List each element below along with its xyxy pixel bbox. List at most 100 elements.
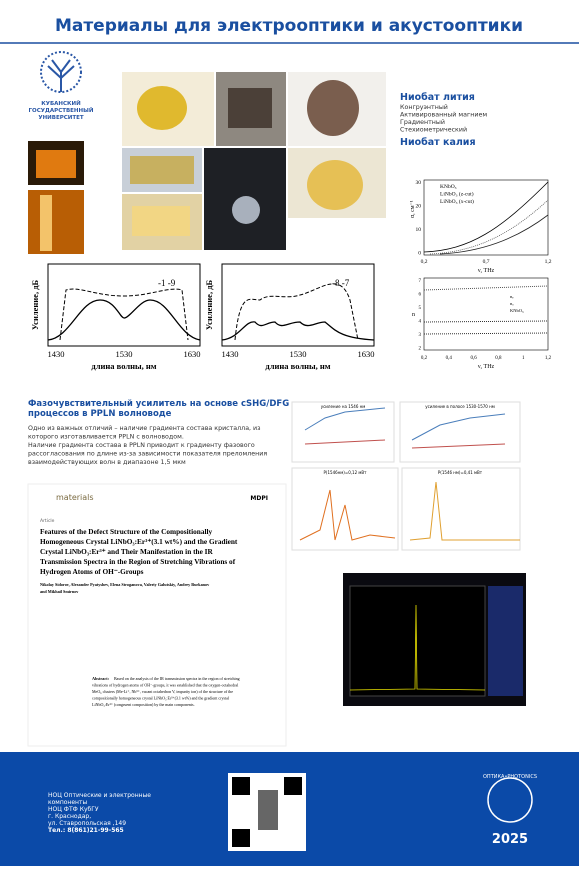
contact-line: ул. Ставропольская ,149 [48,820,126,827]
x-tick-label: 0,7 [483,259,490,265]
year: 2025 [492,832,528,847]
university: ГОСУДАРСТВЕННЫЙ [29,106,94,114]
material-item: Конгруэнтный [400,103,448,111]
article-kind: Article [40,518,55,524]
small-chart-title: усиление в полосе 1530-1570 нм [425,404,494,409]
paper-card [27,483,287,747]
x-tick-label: 0,2 [421,356,428,361]
y-tick-label: 2 [419,347,422,352]
x-tick-label: 1630 [184,349,201,359]
legend-entry: LiNbO₃ (z-cut) [440,191,474,198]
paper-title: Crystal LiNbO₃:Er³⁺ and Their Manifestat… [40,547,213,556]
university-logo: КУБАНСКИЙ ГОСУДАРСТВЕННЫЙ УНИВЕРСИТЕТ [29,51,94,121]
abstract-label: Abstract: [92,676,110,681]
paragraph-line: рассогласования по длине из-за зависимос… [28,451,267,458]
analyzer-screenshot [343,573,526,706]
abstract-line: vibrations of hydrogen atoms of OH⁻-grou… [92,683,239,689]
x-tick-label: 1530 [290,349,307,359]
small-chart-titles: усиление на 1546 нм усиление в полосе 153… [321,404,495,475]
small-charts [291,401,521,551]
paper-title: Homogeneous Crystal LiNbO₃:Er³⁺(3.1 wt%)… [40,537,238,546]
paragraph-line: взаимодействующих волн в диапазоне 1,5 м… [28,458,186,466]
section-title: процессов в PPLN волноводе [28,409,172,419]
spectra-labels: -1 -9 Усиление, дБ длина волны, нм 1430 1530… [30,278,375,371]
annotation: -8 -7 [332,278,350,288]
materials-heading: Ниобат лития [400,92,475,103]
abstract-line: compositionally homogeneous crystal LiNb… [92,696,230,701]
material-item: Стехиометрический [400,126,467,134]
refraction-chart: n ν, THz [412,277,549,370]
section-title: Фазочувствительный усилитель на основе c… [28,399,289,409]
paragraph-line: Одно из важных отличий – наличие градиен… [28,424,261,432]
axis-label: Усиление, дБ [204,279,214,330]
x-tick-label: 1530 [116,349,133,359]
y-tick-label: 10 [416,227,422,233]
abstract-line: Based on the analysis of the IR transmis… [114,676,240,681]
axis-label: длина волны, нм [265,361,330,371]
abstract-line: LiNbO₃:Er³⁺ (congruent composition) by t… [92,702,195,707]
axis-label: длина волны, нм [91,361,156,371]
y-tick-label: 7 [419,279,422,284]
paper-authors: Nikolay Sidorov, Alexander Pyatyshev, El… [40,582,210,587]
material-item: Градиентный [400,118,445,126]
paper-authors: and Mikhail Smirnov [40,589,79,594]
y-tick-label: 0 [418,251,421,257]
footer-contacts: НОЦ Оптические и электронныекомпонентыНО… [48,792,151,834]
section-text: Одно из важных отличий – наличие градиен… [28,424,267,466]
y-tick-label: 6 [419,293,422,298]
axis-label: α, см⁻¹ [410,200,416,218]
photos [28,72,386,254]
publisher: MDPI [250,495,268,502]
x-tick-label: 0,8 [495,356,502,361]
x-tick-label: 1,2 [545,356,552,361]
university: КУБАНСКИЙ [41,99,81,107]
absorption-chart: α, см⁻¹ ν, THz [410,179,549,274]
contact-line: компоненты [48,799,87,806]
small-chart-title: усиление на 1546 нм [321,404,366,409]
axis-label: ν, THz [478,268,495,274]
small-chart-title: P(1546 нм)=0,41 мВт [438,470,483,475]
y-tick-label: 3 [419,333,422,338]
journal: materials [56,493,94,502]
x-tick-label: 0,2 [421,259,428,265]
axis-label: Усиление, дБ [30,279,40,330]
contact-line: г. Краснодар, [48,813,91,820]
axis-label: n [412,312,415,318]
contact-line: Тел.: 8(861)21-99-565 [48,827,124,834]
annotation: -1 -9 [158,278,176,288]
y-tick-label: 4 [419,320,422,325]
x-tick-label: 1630 [358,349,375,359]
x-tick-label: 1430 [48,349,65,359]
paper-body: Features of the Defect Structure of the … [40,527,240,707]
paragraph-line: Наличие градиента состава в PPLN приводи… [28,442,255,449]
axis-label: ν, THz [478,364,495,370]
paper-title: Features of the Defect Structure of the … [40,527,213,536]
university: УНИВЕРСИТЕТ [38,115,84,121]
paper-title: Hydrogen Atoms of OH⁻-Groups [40,567,144,576]
x-tick-label: 0,6 [470,356,477,361]
paragraph-line: которого изготавливается PPLN с волновод… [28,434,184,441]
x-tick-label: 1 [522,356,525,361]
y-tick-label: 20 [416,204,422,210]
refraction-ticks: 0,2 0,4 0,6 0,8 1 1,2 7 6 5 4 3 2 nₑ nₒ KNbO₃ [419,279,552,361]
x-tick-label: 1430 [222,349,239,359]
legend-entry: KNbO₃ [510,308,524,313]
y-tick-label: 5 [419,306,422,311]
title: Материалы для электрооптики и акустоопти… [55,16,523,36]
contact-line: НОЦ Оптические и электронные [48,792,151,799]
x-tick-label: 0,4 [446,356,453,361]
paper-title: Transmission Spectra in the Region of St… [40,557,236,566]
legend-entry: KNbO₃ [440,184,457,190]
small-chart-title: P(1546нм)=0,12 мВт [324,470,368,475]
x-tick-label: 1,2 [545,259,552,265]
legend-entry: LiNbO₃ (x-cut) [440,198,474,205]
qr-code [228,773,306,851]
materials-heading: Ниобат калия [400,137,476,148]
y-tick-label: 30 [416,180,422,186]
abstract-line: MeO₆ clusters (Me-Li⁺, Nb⁵⁺, vacant octa… [92,689,233,695]
material-item: Активированный магнием [400,111,487,119]
